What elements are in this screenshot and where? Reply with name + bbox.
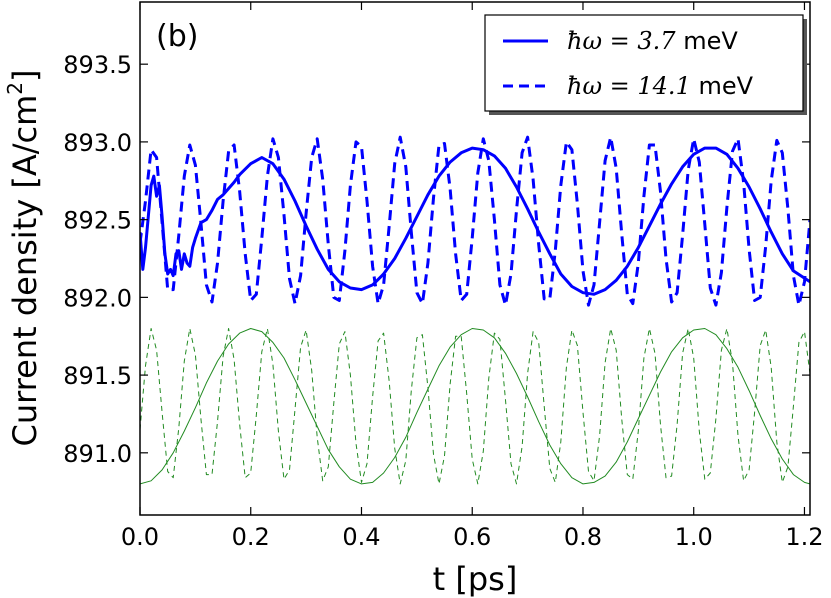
legend-math-solid: ħω = 3.7 (567, 27, 676, 55)
series-layer (140, 135, 810, 485)
x-tick-label: 1.2 (785, 523, 823, 551)
y-axis: 891.0 891.5 892.0 892.5 893.0 893.5 (63, 51, 810, 468)
y-tick-label: 893.5 (63, 51, 132, 79)
y-tick-label: 891.0 (63, 440, 132, 468)
legend-unit-solid: meV (676, 27, 739, 55)
x-axis-label: t [ps] (433, 560, 518, 598)
y-axis-label: Current density [A/cm2] (3, 70, 44, 447)
plot-frame (139, 1, 811, 516)
x-tick-label: 0.8 (564, 523, 602, 551)
panel-label: (b) (156, 19, 198, 54)
legend: ħω = 3.7 meV ħω = 14.1 meV (484, 14, 807, 115)
y-tick-label: 893.0 (63, 129, 132, 157)
x-tick-label: 0.2 (232, 523, 270, 551)
x-axis: 0.0 0.2 0.4 0.6 0.8 1.0 1.2 (121, 2, 824, 551)
series-line-hw_14_1 (140, 135, 810, 307)
y-tick-label: 892.0 (63, 284, 132, 312)
legend-unit-dashed: meV (691, 72, 754, 100)
x-tick-label: 1.0 (675, 523, 713, 551)
y-axis-label-close: ] (6, 70, 44, 82)
x-tick-label: 0.4 (342, 523, 380, 551)
x-tick-label: 0.6 (453, 523, 491, 551)
y-axis-label-sup: 2 (3, 82, 27, 95)
legend-label-solid: ħω = 3.7 meV (567, 27, 738, 55)
legend-math-dashed: ħω = 14.1 (567, 72, 691, 100)
y-tick-label: 891.5 (63, 362, 132, 390)
series-line-drive_14_1 (140, 328, 810, 485)
legend-label-dashed: ħω = 14.1 meV (567, 72, 754, 100)
y-tick-label: 892.5 (63, 207, 132, 235)
x-tick-label: 0.0 (121, 523, 159, 551)
legend-box (484, 14, 804, 112)
y-axis-label-main: Current density [A/cm (6, 95, 44, 447)
series-line-drive_3_7 (140, 328, 810, 485)
